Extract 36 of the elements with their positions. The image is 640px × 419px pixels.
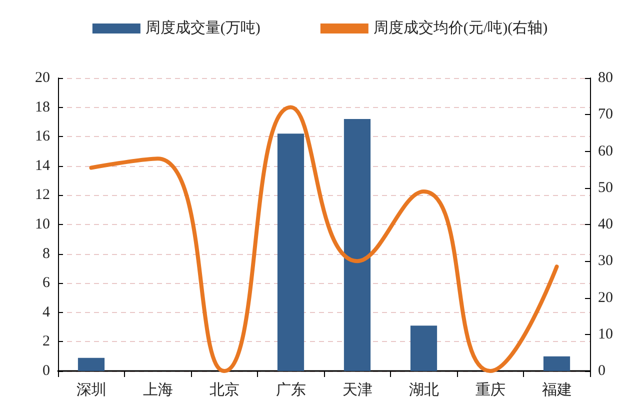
x-tick-label: 广东 bbox=[276, 382, 306, 398]
legend-label: 周度成交量(万吨) bbox=[145, 20, 260, 36]
y-tick-label: 16 bbox=[35, 128, 50, 145]
y2-tick-label: 80 bbox=[598, 70, 613, 86]
y-tick-label: 18 bbox=[35, 99, 50, 116]
bar bbox=[344, 119, 371, 371]
y2-tick-label: 10 bbox=[598, 326, 613, 342]
y-tick-label: 10 bbox=[35, 216, 50, 232]
bar bbox=[410, 326, 438, 371]
y-tick-label: 2 bbox=[42, 334, 50, 350]
x-tick-label: 上海 bbox=[142, 382, 173, 398]
y2-tick-label: 20 bbox=[598, 290, 613, 306]
bar bbox=[543, 356, 570, 371]
line-series bbox=[89, 105, 559, 373]
x-tick-label: 北京 bbox=[209, 382, 240, 398]
y2-tick-label: 40 bbox=[598, 216, 613, 232]
y-tick-label: 12 bbox=[35, 187, 50, 204]
y-tick-label: 4 bbox=[42, 304, 50, 320]
y-tick-label: 20 bbox=[35, 70, 50, 86]
x-tick-label: 重庆 bbox=[475, 382, 506, 398]
legend-label: 周度成交均价(元/吨)(右轴) bbox=[373, 20, 548, 36]
y2-tick-label: 70 bbox=[598, 106, 613, 123]
y-tick-label: 8 bbox=[42, 246, 50, 262]
y2-tick-label: 30 bbox=[598, 253, 613, 270]
y2-tick-label: 0 bbox=[598, 363, 606, 379]
x-tick-label: 福建 bbox=[542, 382, 572, 398]
y2-tick-label: 50 bbox=[598, 180, 613, 196]
x-tick-label: 湖北 bbox=[408, 382, 439, 398]
y-tick-label: 0 bbox=[42, 363, 50, 379]
bar bbox=[277, 134, 304, 371]
x-tick-label: 天津 bbox=[342, 382, 372, 398]
bar bbox=[78, 358, 105, 371]
y2-tick-label: 60 bbox=[598, 143, 613, 160]
x-tick-label: 深圳 bbox=[76, 382, 106, 398]
y-tick-label: 14 bbox=[35, 158, 50, 174]
y-tick-label: 6 bbox=[42, 275, 50, 292]
